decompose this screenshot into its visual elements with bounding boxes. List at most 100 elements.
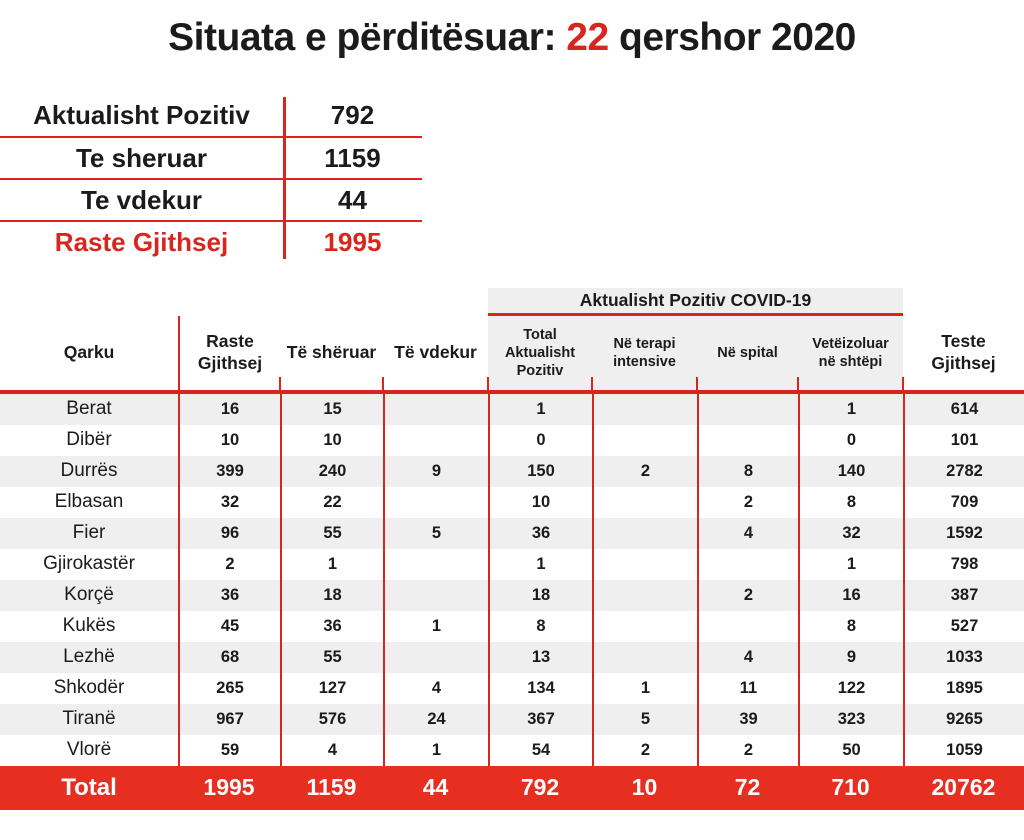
district-name: Vlorë bbox=[66, 739, 112, 760]
table-row: Vlorë 59 4 1 54 2 2 50 1059 bbox=[0, 734, 1024, 766]
table-cell: 1059 bbox=[903, 734, 1024, 766]
district-name: Elbasan bbox=[54, 491, 124, 512]
table-cell: 2 bbox=[697, 579, 798, 611]
table-cell: 1 bbox=[280, 548, 383, 580]
table-cell: 4 bbox=[280, 734, 383, 766]
table-row: Lezhë 68 55 13 4 9 1033 bbox=[0, 641, 1024, 673]
table-cell: 16 bbox=[798, 579, 903, 611]
table-cell bbox=[592, 517, 697, 549]
summary-value: 1995 bbox=[323, 226, 382, 257]
table-cell: 1 bbox=[592, 672, 697, 704]
table-cell: 0 bbox=[798, 424, 903, 456]
table-cell: 36 bbox=[280, 610, 383, 642]
table-cell bbox=[697, 548, 798, 580]
summary-label: Raste Gjithsej bbox=[54, 226, 229, 257]
table-cell: 39 bbox=[697, 703, 798, 735]
district-name: Lezhë bbox=[63, 646, 115, 667]
table-cell: 5 bbox=[383, 517, 488, 549]
district-name: Kukës bbox=[62, 615, 116, 636]
summary-value: 1159 bbox=[324, 142, 381, 173]
table-cell: 10 bbox=[178, 424, 280, 456]
district-name: Korçë bbox=[64, 584, 114, 605]
table-cell: 2 bbox=[178, 548, 280, 580]
column-header: Të shëruar bbox=[278, 316, 383, 390]
table-cell: 1033 bbox=[903, 641, 1024, 673]
table-row: Kukës 45 36 1 8 8 527 bbox=[0, 610, 1024, 642]
table-cell: 68 bbox=[178, 641, 280, 673]
table-row: Shkodër 265 127 4 134 1 11 122 1895 bbox=[0, 672, 1024, 704]
column-header: Total Aktualisht Pozitiv bbox=[486, 316, 592, 390]
table-cell: 9 bbox=[798, 641, 903, 673]
table-cell: 709 bbox=[903, 486, 1024, 518]
table-cell: 9265 bbox=[903, 703, 1024, 735]
table-cell: 9 bbox=[383, 455, 488, 487]
table-row: Durrës 399 240 9 150 2 8 140 2782 bbox=[0, 455, 1024, 487]
total-cell: 72 bbox=[734, 774, 761, 800]
table-cell: 1 bbox=[488, 548, 592, 580]
table-cell: 4 bbox=[697, 641, 798, 673]
column-header: Në terapi intensive bbox=[590, 316, 697, 390]
column-header: Raste Gjithsej bbox=[178, 316, 280, 390]
columns-row: Qarku Raste Gjithsej Të shëruar Të vdekur To… bbox=[0, 316, 1024, 390]
table-cell: 387 bbox=[903, 579, 1024, 611]
summary-value: 44 bbox=[338, 184, 367, 215]
table-cell: 32 bbox=[798, 517, 903, 549]
table-cell: 2 bbox=[592, 455, 697, 487]
total-cell: 792 bbox=[520, 774, 560, 800]
table-cell: 8 bbox=[697, 455, 798, 487]
table-row: Tiranë 967 576 24 367 5 39 323 9265 bbox=[0, 703, 1024, 735]
summary-divider bbox=[283, 97, 286, 259]
table-cell bbox=[383, 579, 488, 611]
column-header: Të vdekur bbox=[381, 316, 488, 390]
total-cell: 1995 bbox=[203, 774, 255, 800]
table-cell: 50 bbox=[798, 734, 903, 766]
total-label: Total bbox=[61, 773, 117, 801]
district-name: Gjirokastër bbox=[43, 553, 135, 574]
table-cell: 10 bbox=[488, 486, 592, 518]
table-row: Berat 16 15 1 1 614 bbox=[0, 393, 1024, 425]
table-cell: 54 bbox=[488, 734, 592, 766]
table-cell: 11 bbox=[697, 672, 798, 704]
table-row: Fier 96 55 5 36 4 32 1592 bbox=[0, 517, 1024, 549]
table-cell: 55 bbox=[280, 641, 383, 673]
table-cell: 134 bbox=[488, 672, 592, 704]
district-name: Shkodër bbox=[53, 677, 125, 698]
page-title: Situata e përditësuar: 22 qershor 2020 bbox=[0, 16, 1024, 60]
table-cell: 8 bbox=[798, 610, 903, 642]
table-cell: 527 bbox=[903, 610, 1024, 642]
total-cell: 20762 bbox=[931, 774, 996, 800]
table-cell: 399 bbox=[178, 455, 280, 487]
table-row: Korçë 36 18 18 2 16 387 bbox=[0, 579, 1024, 611]
table-cell: 22 bbox=[280, 486, 383, 518]
table-cell: 1 bbox=[798, 548, 903, 580]
summary-label: Te vdekur bbox=[81, 184, 202, 215]
summary-row: Te sheruar 1159 bbox=[0, 136, 422, 178]
table-cell: 122 bbox=[798, 672, 903, 704]
table-cell: 798 bbox=[903, 548, 1024, 580]
district-name: Durrës bbox=[60, 460, 118, 481]
group-header: Aktualisht Pozitiv COVID-19 bbox=[488, 288, 903, 316]
table-body: Berat 16 15 1 1 614 Dibër 10 10 0 0 101 Durrës 399 240… bbox=[0, 393, 1024, 766]
table-cell: 59 bbox=[178, 734, 280, 766]
table-cell bbox=[383, 486, 488, 518]
table-cell bbox=[592, 579, 697, 611]
table-cell bbox=[383, 393, 488, 425]
table-cell: 15 bbox=[280, 393, 383, 425]
table-cell: 32 bbox=[178, 486, 280, 518]
table-cell bbox=[592, 641, 697, 673]
table-cell: 45 bbox=[178, 610, 280, 642]
table-cell: 150 bbox=[488, 455, 592, 487]
table-cell bbox=[383, 548, 488, 580]
summary-row: Aktualisht Pozitiv 792 bbox=[0, 94, 422, 136]
table-cell: 1 bbox=[798, 393, 903, 425]
table-cell: 18 bbox=[488, 579, 592, 611]
table-cell: 1 bbox=[383, 610, 488, 642]
total-cell: 710 bbox=[831, 774, 870, 800]
table-cell: 5 bbox=[592, 703, 697, 735]
district-name: Dibër bbox=[66, 429, 112, 450]
table-cell: 96 bbox=[178, 517, 280, 549]
summary-table: Aktualisht Pozitiv 792 Te sheruar 1159 T… bbox=[0, 94, 422, 262]
table-row: Elbasan 32 22 10 2 8 709 bbox=[0, 486, 1024, 518]
table-cell: 8 bbox=[488, 610, 592, 642]
table-cell: 24 bbox=[383, 703, 488, 735]
